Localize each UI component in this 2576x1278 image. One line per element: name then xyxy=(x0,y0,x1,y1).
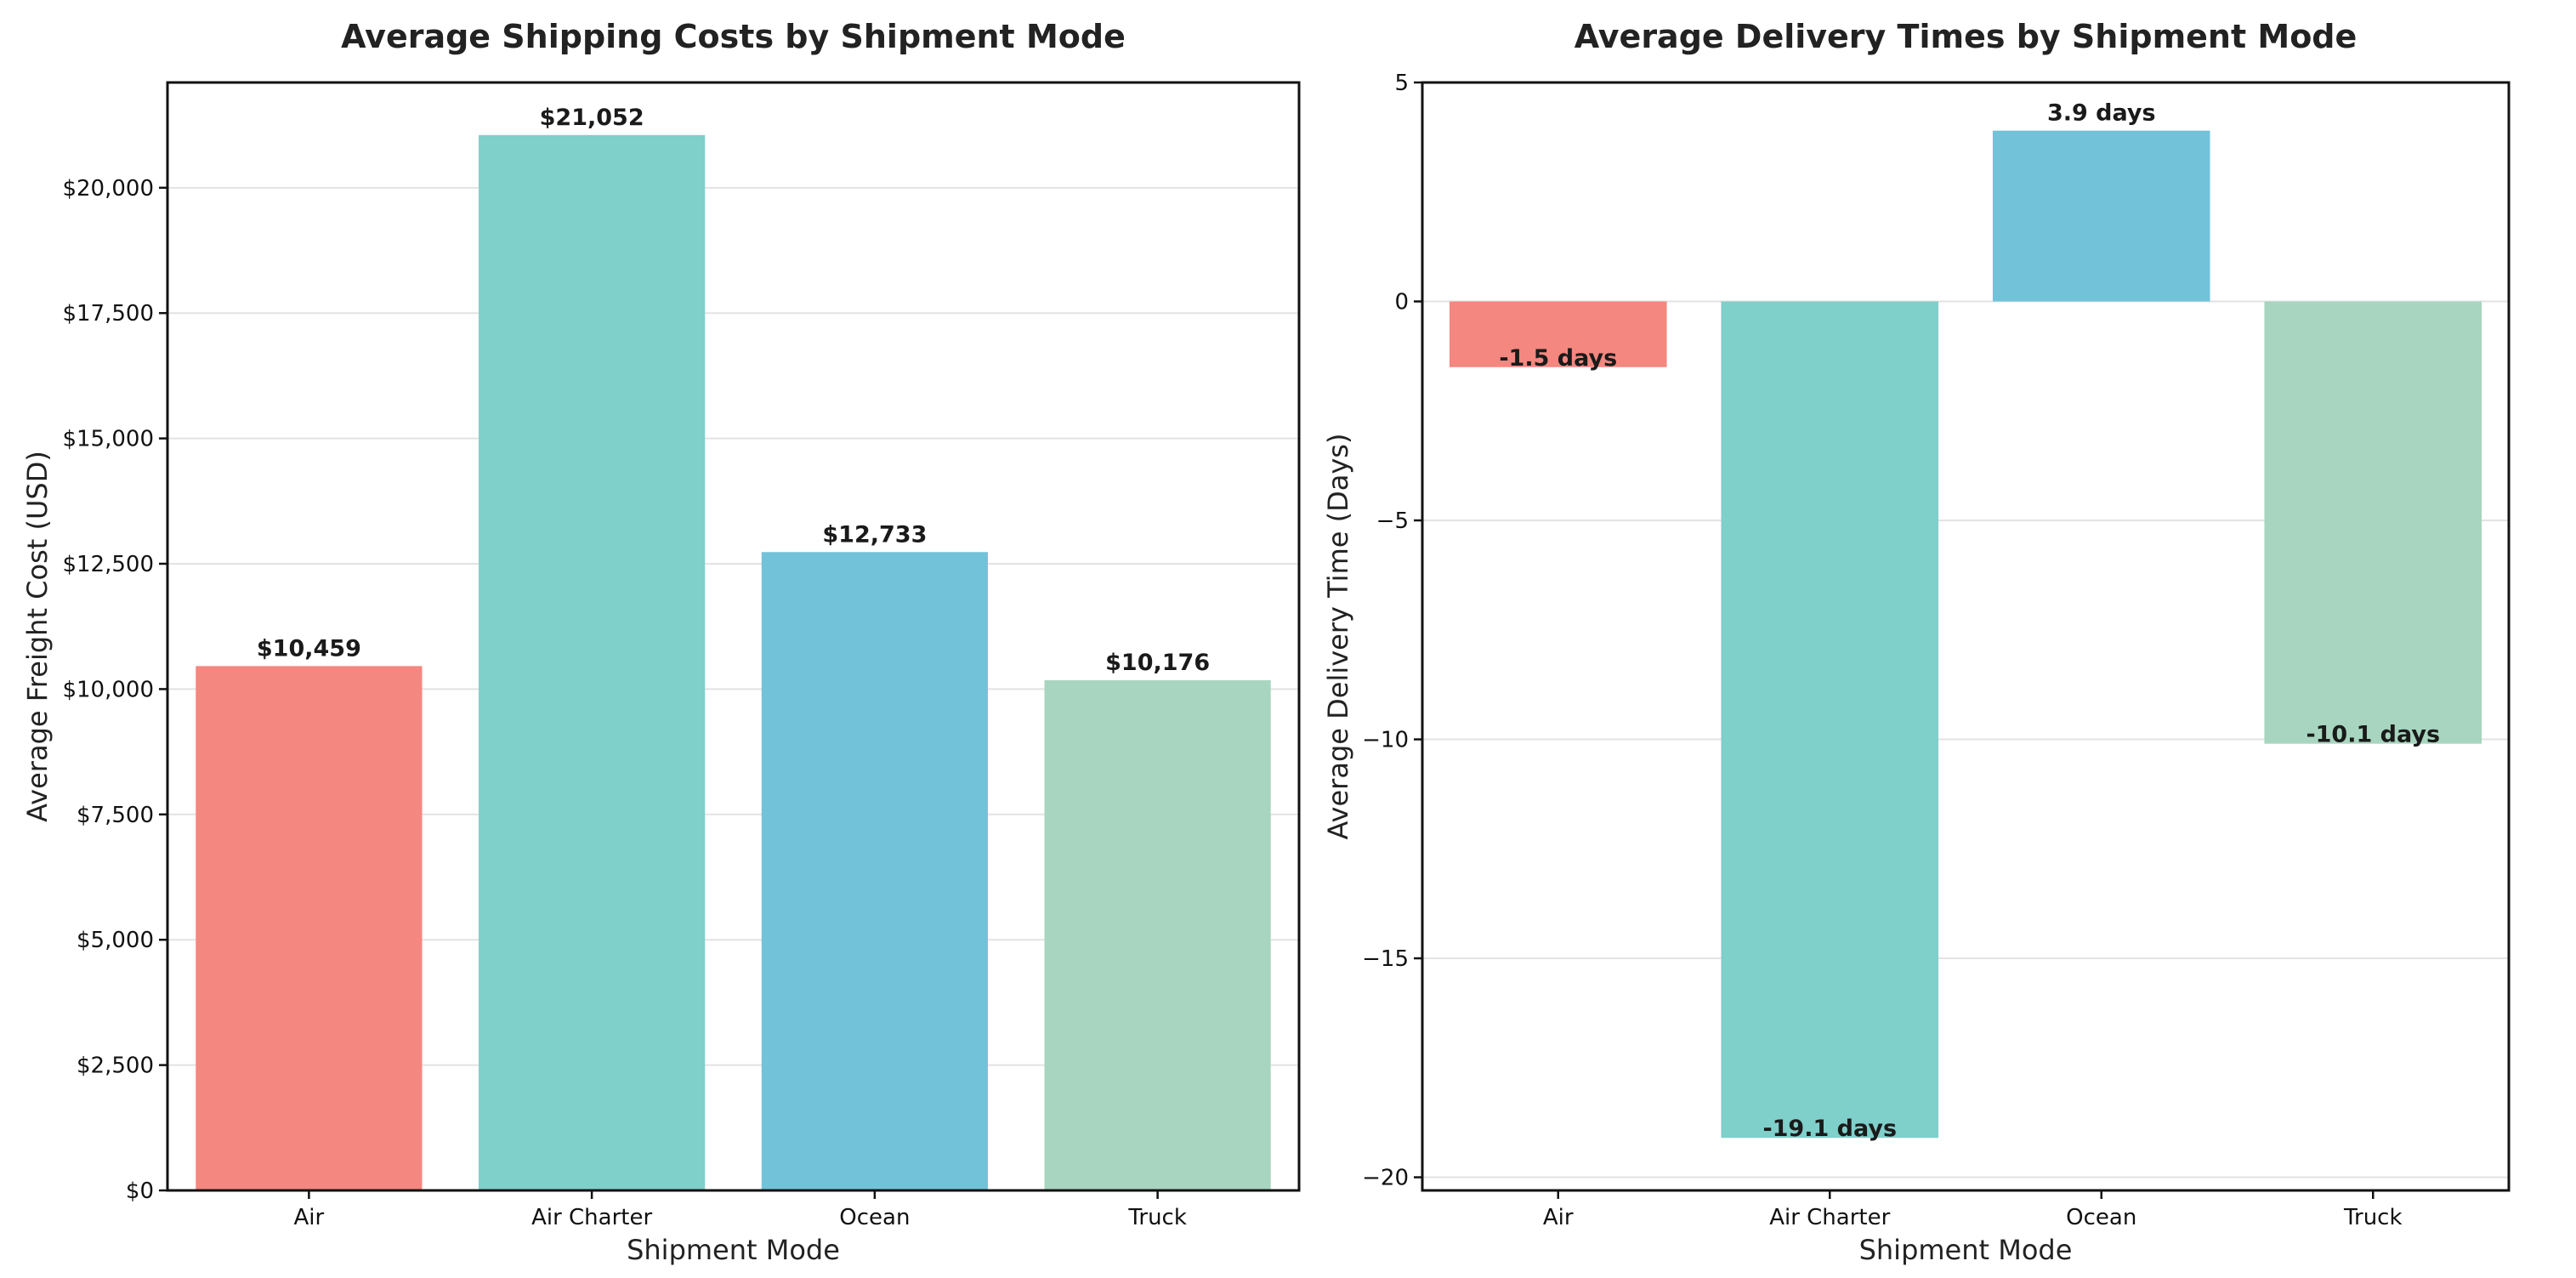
c1-plot-frame xyxy=(1421,81,2511,1192)
c1-bar-ocean xyxy=(1992,130,2210,302)
c1-ytick-label-0: −20 xyxy=(1362,1166,1409,1191)
c1-bar-truck xyxy=(2264,301,2482,744)
shipping-costs-chart: $0 $2,500 $5,000 $7,500 $10,000 $12,500 $15,00… xyxy=(21,18,1301,1266)
c0-bar-air xyxy=(196,666,423,1190)
c0-ytick-label-6: $15,000 xyxy=(62,427,154,452)
c0-bar-truck xyxy=(1044,680,1271,1190)
c1-chart-title: Average Delivery Times by Shipment Mode xyxy=(1575,18,2358,55)
c1-bar-air-charter xyxy=(1721,301,1939,1139)
c0-y-axis-label: Average Freight Cost (USD) xyxy=(21,451,54,822)
c0-bar-ocean xyxy=(761,552,988,1190)
c1-ytick-label-2: −10 xyxy=(1362,728,1409,753)
c0-ytick-label-5: $12,500 xyxy=(62,552,154,577)
c1-ytick-label-1: −15 xyxy=(1362,946,1409,972)
c0-ytick-label-8: $20,000 xyxy=(62,176,154,202)
c1-ytick-label-5: 5 xyxy=(1394,71,1409,96)
c0-xtick-label-0: Air xyxy=(294,1205,325,1230)
c0-x-axis-label: Shipment Mode xyxy=(627,1234,840,1266)
c1-y-axis-label: Average Delivery Time (Days) xyxy=(1322,434,1354,840)
c0-ytick-label-7: $17,500 xyxy=(62,301,154,327)
c1-ytick-label-3: −5 xyxy=(1376,508,1409,534)
c0-chart-title: Average Shipping Costs by Shipment Mode xyxy=(341,18,1126,55)
c0-data-label-1: $21,052 xyxy=(540,105,644,131)
c1-xtick-label-1: Air Charter xyxy=(1769,1205,1890,1230)
c1-data-label-2: 3.9 days xyxy=(2047,100,2156,127)
c0-data-label-3: $10,176 xyxy=(1105,650,1210,676)
c0-xtick-label-1: Air Charter xyxy=(531,1205,652,1230)
delivery-times-chart: −20 −15 −10 −5 0 5 Air Air Charter Ocean Truck -1.… xyxy=(1322,18,2511,1266)
c0-ytick-label-3: $7,500 xyxy=(77,803,154,828)
c0-data-label-0: $10,459 xyxy=(257,635,361,662)
c1-xtick-label-3: Truck xyxy=(2343,1205,2403,1230)
c0-xtick-label-2: Ocean xyxy=(839,1205,910,1230)
c1-x-axis-label: Shipment Mode xyxy=(1859,1234,2073,1266)
c1-bar-air xyxy=(1449,301,1667,367)
c1-data-label-3: -10.1 days xyxy=(2306,722,2440,748)
c1-data-label-1: -19.1 days xyxy=(1762,1116,1897,1142)
c0-ytick-label-2: $5,000 xyxy=(77,928,154,953)
c0-plot-frame xyxy=(166,81,1301,1192)
c1-data-label-0: -1.5 days xyxy=(1499,345,1617,372)
c0-bar-air-charter xyxy=(479,134,706,1191)
c0-ytick-label-0: $0 xyxy=(126,1179,154,1204)
c0-ytick-label-4: $10,000 xyxy=(62,677,154,702)
c1-xtick-label-0: Air xyxy=(1543,1205,1574,1230)
c0-ytick-label-1: $2,500 xyxy=(77,1054,154,1079)
c0-data-label-2: $12,733 xyxy=(822,521,927,548)
c1-xtick-label-2: Ocean xyxy=(2066,1205,2136,1230)
c0-xtick-label-3: Truck xyxy=(1127,1205,1187,1230)
c1-ytick-label-4: 0 xyxy=(1394,290,1409,315)
